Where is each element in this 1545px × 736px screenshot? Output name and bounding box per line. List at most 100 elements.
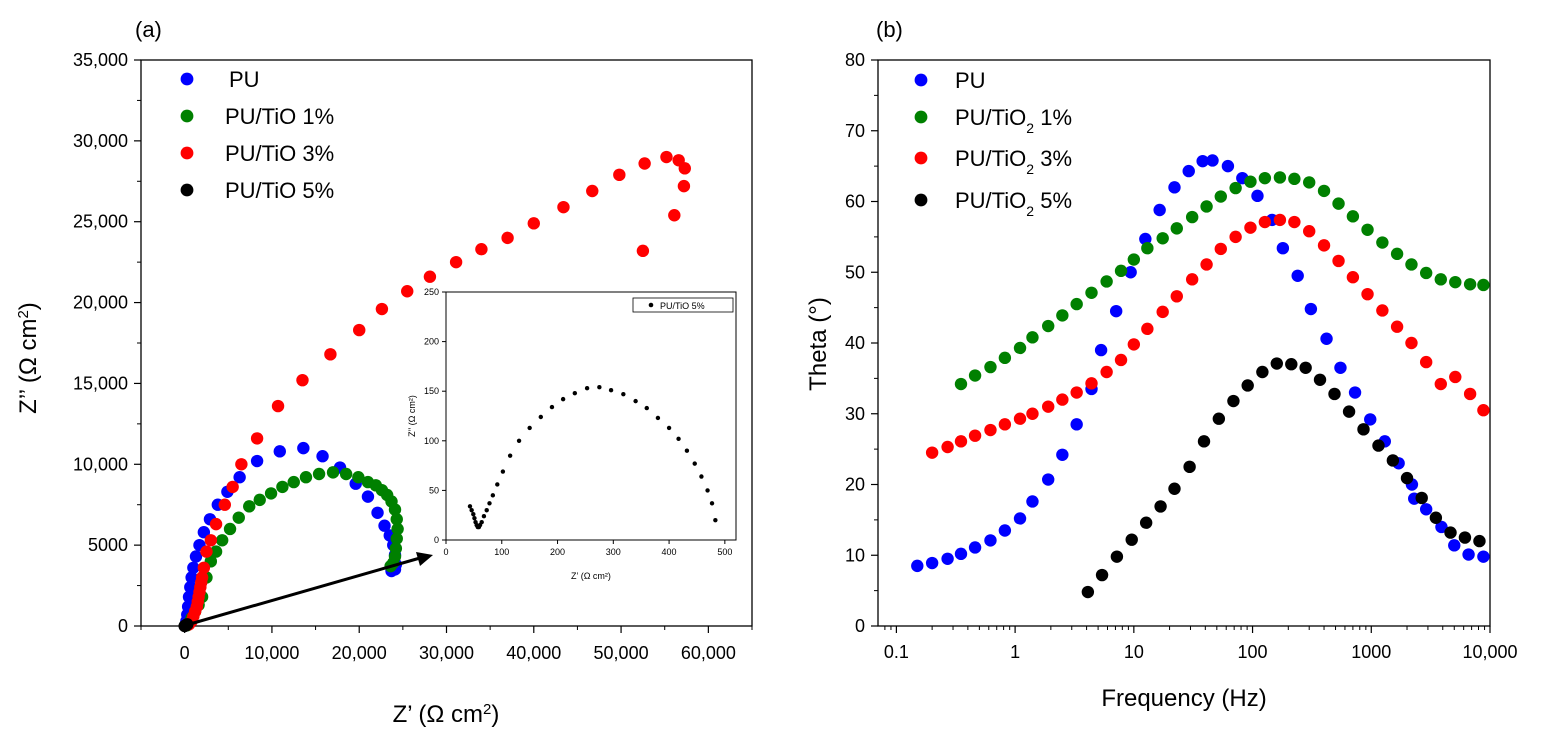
- data-point-pu-tio-3: [226, 480, 239, 494]
- data-point-pu-tio-5: [1197, 435, 1211, 448]
- legend-label-tail: 3%: [1034, 146, 1072, 171]
- inset-data-point: [560, 396, 566, 402]
- data-point-pu-tio-1: [968, 369, 982, 382]
- data-point-pu-tio-1: [312, 467, 326, 481]
- data-point-pu-tio-5: [1110, 550, 1124, 563]
- data-point-pu-tio-1: [276, 480, 289, 494]
- data-point-pu-tio-5: [1270, 357, 1283, 370]
- legend-label-subscript: 2: [1026, 203, 1034, 219]
- x-tick-label-a: 20,000: [332, 643, 387, 663]
- data-point-pu-tio-3: [1288, 215, 1301, 229]
- inset-y-axis-label: Z’’ (Ω cm²): [407, 395, 417, 437]
- data-point-pu: [1348, 386, 1362, 399]
- inset-data-point: [655, 415, 661, 421]
- data-point-pu-tio-5: [1183, 460, 1196, 474]
- legend-marker-pu-tio-3: [180, 146, 194, 160]
- data-point-pu-tio-1: [1200, 200, 1213, 213]
- data-point-pu-tio-5: [1357, 423, 1370, 436]
- legend-label-tail: 5%: [1034, 188, 1072, 213]
- inset-data-point: [471, 512, 476, 517]
- y-tick-label-b: 70: [845, 121, 865, 141]
- data-point-pu-tio-3: [925, 446, 939, 459]
- y-tick-label-a: 25,000: [73, 212, 128, 232]
- data-point-pu-tio-3: [1258, 215, 1272, 229]
- data-point-pu: [273, 445, 286, 458]
- legend-label-tail: 1%: [1034, 105, 1072, 130]
- series-pu: [911, 154, 1490, 573]
- data-point-pu-tio-1: [388, 503, 402, 516]
- data-point-pu-tio-1: [1434, 273, 1447, 286]
- inset-x-axis-label: Z’ (Ω cm²): [571, 571, 611, 581]
- data-point-pu-tio-1: [1229, 181, 1242, 195]
- data-point-pu-tio-5: [1386, 454, 1400, 467]
- data-point-pu: [189, 550, 203, 563]
- inset-data-point: [676, 436, 681, 442]
- data-point-pu-tio-5: [1212, 412, 1226, 425]
- data-point-pu-tio-3: [1229, 230, 1242, 244]
- data-point-pu-tio-3: [1361, 287, 1374, 301]
- data-point-pu-tio-3: [678, 162, 691, 175]
- inset-data-point: [467, 504, 473, 509]
- data-point-pu: [1448, 539, 1461, 552]
- data-point-pu-tio-3: [677, 179, 691, 193]
- data-point-pu-tio-3: [1200, 258, 1213, 271]
- inset-y-tick-label: 0: [434, 535, 439, 545]
- y-tick-label-b: 0: [855, 616, 865, 636]
- data-point-pu-tio-3: [423, 270, 437, 283]
- data-point-pu: [1304, 302, 1318, 316]
- data-point-pu-tio-1: [1258, 171, 1272, 185]
- data-point-pu: [1477, 550, 1490, 563]
- x-tick-label-a: 50,000: [594, 643, 649, 663]
- data-point-pu-tio-3: [527, 217, 540, 230]
- data-point-pu-tio-3: [613, 168, 626, 182]
- data-point-pu-tio-1: [1317, 184, 1331, 198]
- data-point-pu-tio-3: [1317, 239, 1331, 252]
- inset-y-tick-label: 50: [429, 485, 439, 495]
- data-point-pu-tio-1: [1085, 286, 1098, 299]
- inset-data-point: [538, 414, 544, 420]
- data-point-pu-tio-3: [968, 429, 982, 442]
- data-point-pu-tio-3: [1100, 365, 1113, 379]
- inset-data-point: [490, 493, 496, 498]
- inset-x-tick-label: 200: [550, 547, 565, 557]
- x-tick-label-a: 10,000: [244, 643, 299, 663]
- inset-data-point: [516, 438, 522, 443]
- x-tick-label-a: 30,000: [419, 643, 474, 663]
- data-point-pu-tio-1: [1303, 176, 1316, 189]
- data-point-pu-tio-1: [1141, 241, 1154, 255]
- data-point-pu-tio-1: [209, 545, 223, 558]
- inset-y-tick-label: 150: [424, 386, 439, 396]
- data-point-pu-tio-1: [998, 351, 1012, 365]
- y-axis-label-main: Z’’ (: [15, 375, 42, 414]
- inset-data-point: [608, 388, 614, 393]
- data-point-pu-tio-3: [475, 243, 488, 256]
- legend-label-pu-tio-1: PU/TiO 1%: [225, 104, 334, 129]
- data-point-pu-tio-1: [954, 377, 968, 391]
- inset-data-point: [699, 474, 704, 479]
- data-point-pu: [1276, 241, 1290, 255]
- data-point-pu: [184, 580, 197, 594]
- y-tick-label-a: 10,000: [73, 454, 128, 474]
- legend-label-b-3: PU/TiO2 5%: [955, 188, 1072, 219]
- y-tick-label-a: 5000: [88, 535, 128, 555]
- data-point-pu-tio-1: [1100, 275, 1113, 288]
- data-point-pu-tio-3: [1127, 338, 1141, 351]
- inset-chart: 0 100 200 300 400 500 0 50 100 150 200 250 Z’ (Ω cm²…: [407, 287, 737, 581]
- data-point-pu-tio-1: [1361, 223, 1374, 236]
- data-point-pu-tio-1: [1419, 266, 1433, 280]
- data-point-pu-tio-3: [1244, 221, 1257, 234]
- data-point-pu: [1291, 269, 1304, 282]
- data-point-pu: [1094, 343, 1108, 357]
- legend-marker-pu-tio-5: [180, 183, 194, 197]
- data-point-pu: [187, 561, 200, 574]
- data-point-pu-tio-1: [1156, 232, 1169, 245]
- series-pu-tio-5: [1081, 357, 1486, 599]
- y-tick-label-b: 40: [845, 333, 865, 353]
- data-point-pu-tio-1: [1376, 236, 1389, 249]
- data-point-pu-tio-5: [1154, 500, 1167, 513]
- data-point-pu-tio-3: [296, 373, 309, 387]
- data-point-pu-tio-3: [250, 432, 264, 445]
- data-point-pu: [1109, 304, 1123, 318]
- legend-marker-b-0: [914, 73, 928, 87]
- data-point-pu: [361, 490, 375, 503]
